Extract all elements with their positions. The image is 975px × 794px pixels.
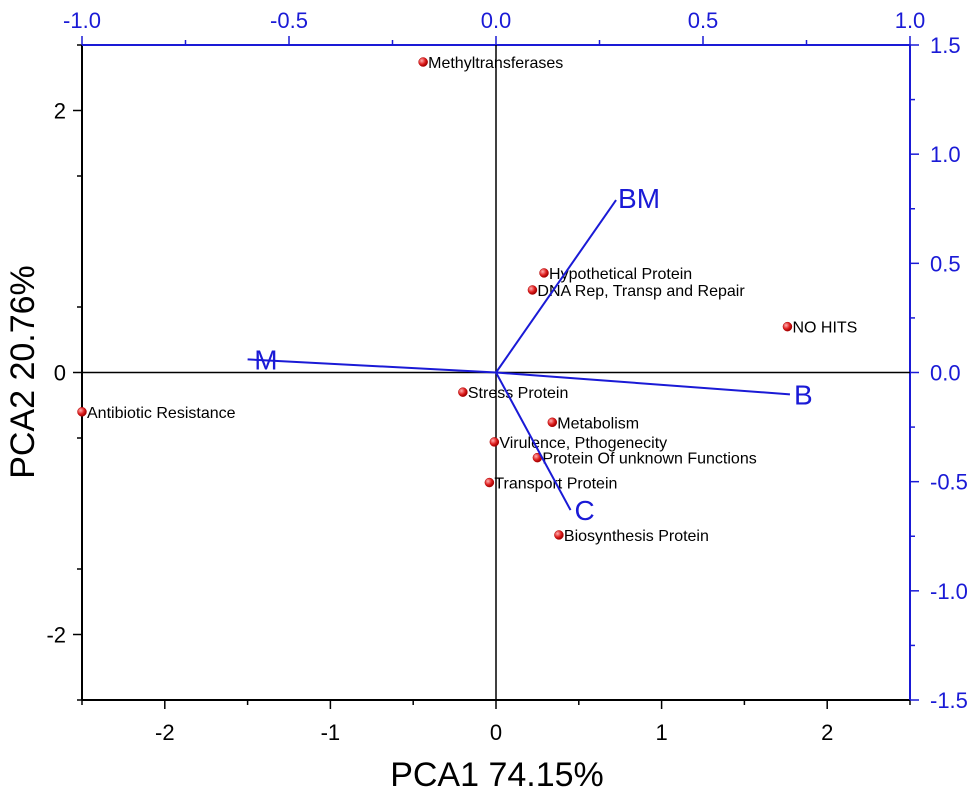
top-tick-label: -1.0 <box>63 8 101 33</box>
x-axis-title: PCA1 74.15% <box>390 756 604 794</box>
data-point <box>539 268 549 278</box>
y-tick-label: 0 <box>54 361 66 386</box>
loading-label: M <box>254 344 277 375</box>
loading-vector <box>247 358 497 374</box>
right-tick-label: -0.5 <box>930 470 968 495</box>
data-point-label: NO HITS <box>792 320 857 337</box>
data-point-label: Methyltransferases <box>428 55 563 72</box>
data-point <box>484 477 495 488</box>
data-point-label: Antibiotic Resistance <box>87 405 236 422</box>
data-point-label: Protein Of unknown Functions <box>542 451 756 468</box>
right-tick-label: 0.5 <box>930 251 961 276</box>
data-point-label: DNA Rep, Transp and Repair <box>537 283 745 300</box>
top-tick-label: 0.5 <box>688 8 719 33</box>
data-point <box>547 417 558 428</box>
loading-label: BM <box>618 183 660 214</box>
data-point <box>458 387 468 397</box>
data-point-label: Stress Protein <box>468 385 568 402</box>
data-point <box>554 530 564 540</box>
right-tick-label: 1.5 <box>930 33 961 58</box>
x-tick-label: -1 <box>321 720 341 745</box>
top-tick-label: -0.5 <box>270 8 308 33</box>
data-point-label: Metabolism <box>557 415 639 432</box>
data-point <box>782 321 793 332</box>
loading-vector <box>495 199 617 374</box>
data-point-label: Hypothetical Protein <box>549 266 692 283</box>
loading-vector <box>495 371 791 396</box>
loading-vector <box>495 372 572 511</box>
x-tick-label: 2 <box>821 720 833 745</box>
data-point <box>527 285 538 295</box>
x-tick-label: 1 <box>655 720 667 745</box>
right-tick-label: -1.5 <box>930 688 968 713</box>
data-point <box>489 437 500 447</box>
data-point <box>77 407 87 417</box>
data-point-label: Virulence, Pthogenecity <box>499 435 667 452</box>
right-tick-label: 1.0 <box>930 142 961 167</box>
y-axis-title: PCA2 20.76% <box>4 265 42 479</box>
x-tick-label: 0 <box>490 720 502 745</box>
right-tick-label: 0.0 <box>930 361 961 386</box>
loading-label: B <box>794 379 813 410</box>
loading-label: C <box>575 495 595 526</box>
top-tick-label: 0.0 <box>481 8 512 33</box>
data-point <box>418 57 428 67</box>
data-point-label: Biosynthesis Protein <box>564 528 709 545</box>
top-tick-label: 1.0 <box>895 8 926 33</box>
y-tick-label: 2 <box>54 99 66 124</box>
x-tick-label: -2 <box>155 720 175 745</box>
y-tick-label: -2 <box>46 623 66 648</box>
right-tick-label: -1.0 <box>930 579 968 604</box>
